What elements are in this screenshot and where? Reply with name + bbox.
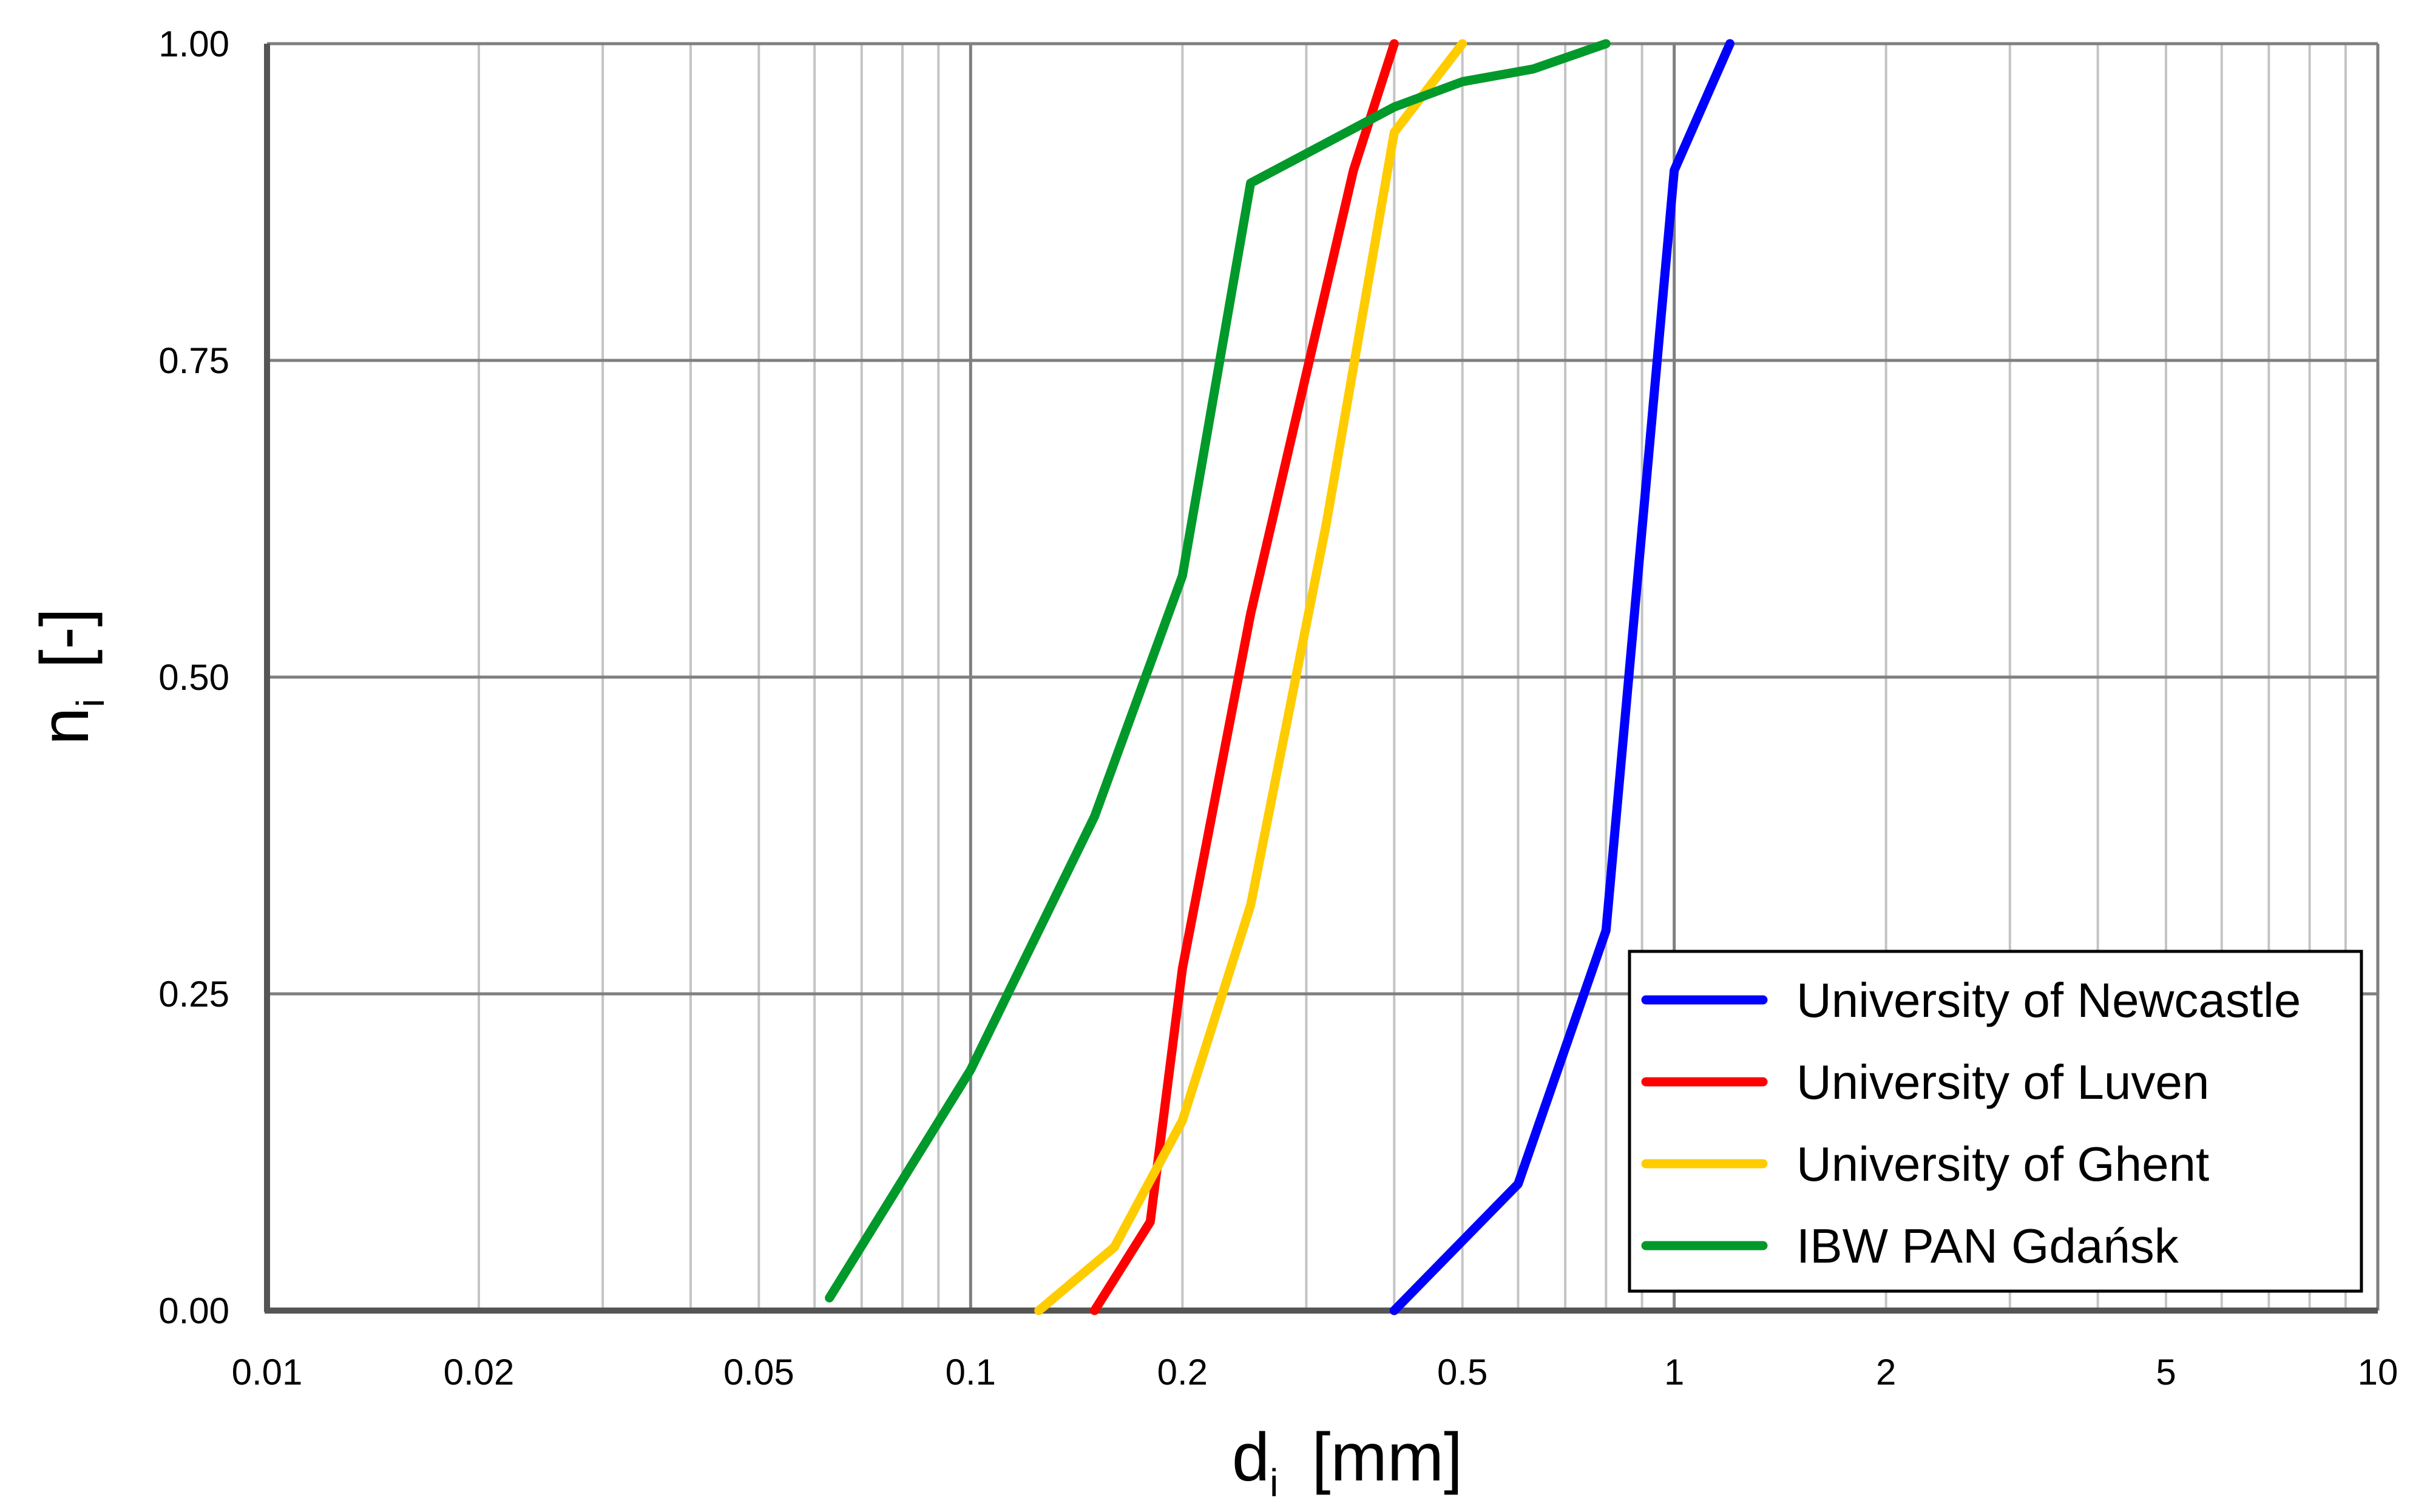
x-tick-label: 0.01 (232, 1352, 303, 1392)
x-axis-title-main: d (1232, 1419, 1270, 1495)
series-line-1 (1389, 39, 1734, 1315)
y-tick-label: 0.25 (158, 974, 229, 1014)
series-line-4 (825, 39, 1611, 1303)
y-tick-labels: 0.00 0.25 0.50 0.75 1.00 (158, 24, 229, 1331)
x-tick-label: 2 (1876, 1352, 1896, 1392)
series-line-2 (1090, 39, 1399, 1315)
x-tick-label: 0.2 (1157, 1352, 1208, 1392)
series-lines (825, 39, 1734, 1315)
axes (264, 44, 2378, 1314)
x-tick-label: 1 (1664, 1352, 1684, 1392)
major-gridlines (265, 42, 2380, 1312)
x-axis-title: di [mm] (1232, 1419, 1463, 1505)
y-axis-title-sub: i (69, 699, 112, 707)
y-axis-title-unit: [-] (27, 608, 103, 669)
legend-label-3: University of Ghent (1796, 1137, 2209, 1191)
legend-label-2: University of Luven (1796, 1055, 2209, 1109)
y-tick-label: 0.00 (158, 1291, 229, 1331)
x-tick-label: 0.5 (1437, 1352, 1487, 1392)
legend-label-4: IBW PAN Gdańsk (1796, 1219, 2179, 1273)
legend: University of Newcastle University of Luv… (1628, 950, 2363, 1293)
legend-box (1628, 950, 2363, 1293)
x-tick-labels: 0.01 0.02 0.05 0.1 0.2 0.5 1 2 5 10 (232, 1352, 2398, 1392)
x-axis-title-sub: i (1270, 1461, 1278, 1505)
y-tick-label: 0.50 (158, 657, 229, 698)
y-tick-label: 1.00 (158, 24, 229, 64)
x-tick-label: 0.02 (444, 1352, 515, 1392)
legend-label-1: University of Newcastle (1796, 973, 2301, 1027)
series-line-3 (1034, 39, 1467, 1315)
x-tick-label: 5 (2156, 1352, 2176, 1392)
x-tick-label: 10 (2358, 1352, 2398, 1392)
y-tick-label: 0.75 (158, 340, 229, 381)
x-tick-label: 0.1 (946, 1352, 996, 1392)
x-axis-title-unit: [mm] (1311, 1419, 1463, 1495)
x-tick-label: 0.05 (723, 1352, 794, 1392)
y-axis-title: ni [-] (27, 608, 112, 745)
y-axis-title-main: n (27, 707, 103, 745)
